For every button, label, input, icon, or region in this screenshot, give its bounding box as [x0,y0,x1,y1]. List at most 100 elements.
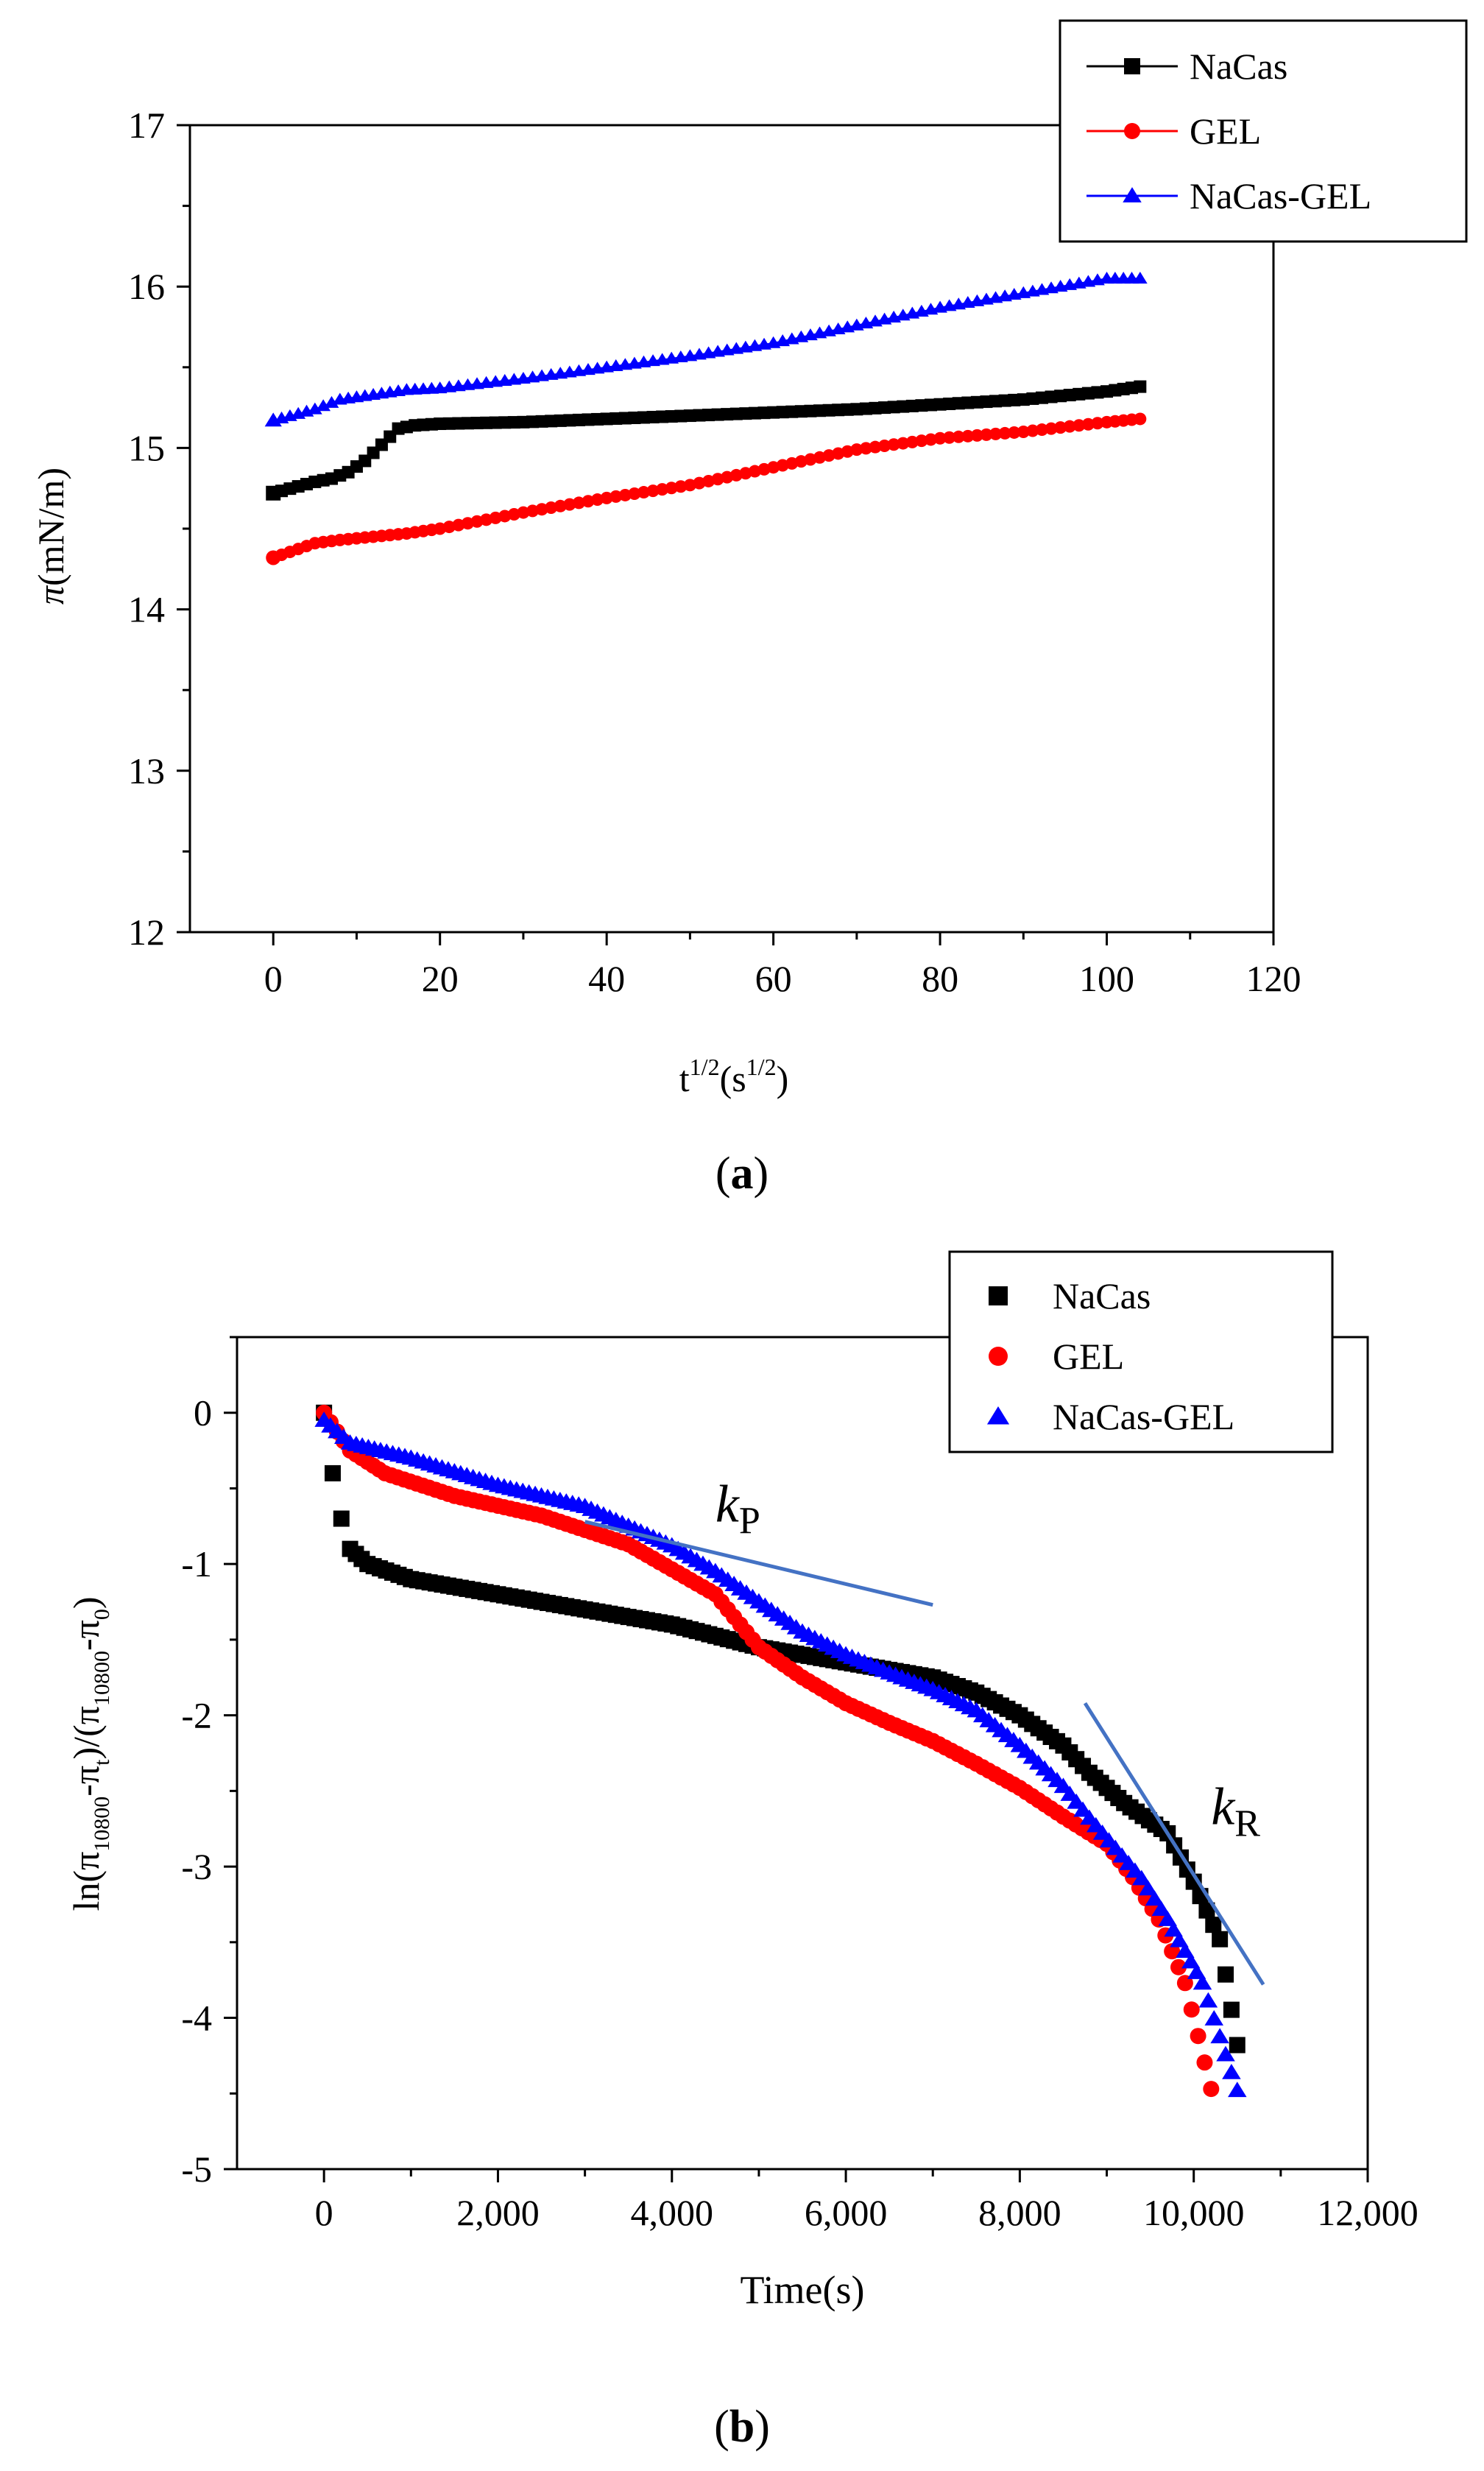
data-point [665,482,678,495]
panel-a-y-tick-label: 14 [128,589,165,630]
panel-a-y-axis-label: π(mN/m) [30,468,71,604]
data-point [1187,1964,1206,1979]
data-point [498,510,512,523]
data-point [859,442,872,455]
data-point [1145,1890,1165,1906]
panel-b-chart: 0 2,000 4,000 6,000 8,000 10,000 12,000 -5 -4 -3 -… [66,1250,1418,2452]
series-nacas [266,380,1147,501]
data-point [1164,1921,1183,1937]
panel-b-y-tick-label: 0 [194,1392,212,1434]
data-point [600,491,613,504]
data-point [554,499,567,512]
panel-b-x-tick-label: 2,000 [456,2192,540,2233]
data-point [628,487,641,501]
data-point [316,399,331,412]
data-point [915,434,928,448]
panel-b-legend: NaCas GEL NaCas-GEL [948,1250,1334,1453]
data-point [1185,1873,1202,1890]
data-point [1190,2028,1206,2045]
data-point [307,402,322,415]
data-point [1170,1959,1187,1975]
data-point [610,490,623,503]
data-point [1203,2081,1220,2098]
data-point [1223,2001,1240,2018]
panel-b-y-tick-label: -1 [181,1543,212,1585]
data-point [933,431,947,445]
data-point [1017,425,1030,438]
panel-a-x-tick-label: 0 [264,958,283,999]
data-point [924,433,937,446]
panel-a-y-tick-label: 12 [128,912,165,953]
data-point [1176,1942,1195,1959]
data-point [1181,1953,1201,1969]
data-point [850,443,863,457]
data-point [646,484,660,498]
legend-marker [1124,123,1140,139]
data-point [324,1464,341,1481]
panel-a-y-tick-label: 16 [128,266,165,307]
data-point [1134,380,1147,393]
panel-a-y-tick-label: 17 [128,105,165,146]
data-point [1091,417,1104,430]
data-point [434,522,447,535]
panel-a-x-tick-label: 60 [755,958,792,999]
panel-a-chart: 0 20 40 60 80 100 120 12 13 14 15 16 17 π(mN/m) t1/2… [30,19,1468,1199]
data-point [674,480,688,493]
data-point [656,483,669,496]
data-point [1054,421,1067,434]
data-point [1132,1869,1151,1886]
data-point [582,495,595,508]
panel-a-x-tick-label: 100 [1079,958,1134,999]
series-nacas-gel [264,272,1148,427]
data-point [572,496,585,510]
panel-a-y-tick-label: 15 [128,427,165,468]
legend-marker [989,1347,1008,1366]
data-point [1035,423,1048,437]
data-point [1045,422,1058,435]
panel-a-x-tick-label: 80 [922,958,958,999]
panel-a-x-axis-label: t1/2(s1/2) [679,1054,788,1099]
panel-b-y-tick-label: -3 [181,1846,212,1887]
data-point [1210,2028,1229,2044]
data-point [1218,1966,1234,1983]
data-point [1151,1900,1171,1917]
panel-b-y-tick-label: -2 [181,1695,212,1736]
data-point [1205,1917,1222,1934]
panel-b-x-tick-label: 12,000 [1317,2192,1418,2233]
series-nacas [316,1404,1246,2054]
data-point [452,518,465,532]
data-point [1132,272,1148,284]
data-point [980,428,993,441]
panel-a-x-tick-label: 40 [588,958,625,999]
legend-label: NaCas [1190,46,1287,87]
data-point [1063,420,1076,433]
data-point [1204,2010,1224,2026]
panel-b-x-tick-label: 8,000 [978,2192,1061,2233]
fit-line-kp [584,1520,933,1607]
annotation-kr: kR [1211,1777,1260,1845]
data-point [1229,2037,1246,2054]
panel-b-y-axis-label: ln(π10800-πt)/(π10800-π0) [66,1596,114,1911]
data-point [1183,2001,1200,2018]
data-point [952,430,965,443]
data-point [1192,1974,1212,1990]
data-point [998,426,1011,440]
data-point [489,511,502,524]
data-point [878,439,891,452]
data-point [1228,2082,1247,2098]
legend-marker [986,1406,1010,1425]
data-point [545,501,558,515]
data-point [470,515,484,528]
data-point [1198,1992,1218,2008]
legend-label: NaCas-GEL [1053,1396,1234,1437]
panel-b-plot-frame [236,1336,1369,2171]
panel-b-y-tick-label: -4 [181,1998,212,2039]
data-point [535,503,548,516]
data-point [480,513,493,526]
panel-b-x-tick-label: 6,000 [805,2192,888,2233]
data-point [1158,1911,1178,1926]
legend-label: GEL [1190,110,1261,152]
panel-a-caption: (a) [716,1149,768,1199]
data-point [961,429,975,443]
